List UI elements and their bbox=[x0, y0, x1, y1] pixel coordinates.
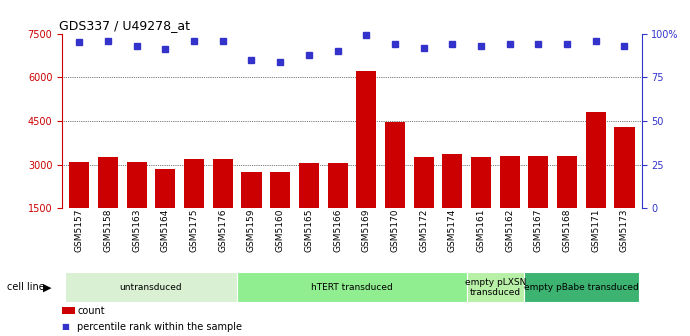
Text: GSM5168: GSM5168 bbox=[562, 208, 571, 252]
Bar bbox=[213, 159, 233, 252]
Bar bbox=[529, 156, 549, 252]
Text: untransduced: untransduced bbox=[120, 283, 182, 292]
Text: empty pLXSN
transduced: empty pLXSN transduced bbox=[464, 278, 526, 297]
Text: GSM5158: GSM5158 bbox=[104, 208, 112, 252]
Bar bbox=[270, 172, 290, 252]
Bar bbox=[155, 169, 175, 252]
Text: GSM5159: GSM5159 bbox=[247, 208, 256, 252]
Text: GSM5160: GSM5160 bbox=[276, 208, 285, 252]
Bar bbox=[127, 162, 147, 252]
Text: hTERT transduced: hTERT transduced bbox=[311, 283, 393, 292]
Text: ▶: ▶ bbox=[43, 282, 52, 292]
Text: GSM5163: GSM5163 bbox=[132, 208, 141, 252]
Bar bbox=[442, 155, 462, 252]
Bar bbox=[98, 157, 118, 252]
Text: GSM5171: GSM5171 bbox=[591, 208, 600, 252]
Bar bbox=[299, 163, 319, 252]
Bar bbox=[65, 272, 237, 302]
Bar bbox=[471, 157, 491, 252]
Text: GSM5165: GSM5165 bbox=[304, 208, 313, 252]
Text: GSM5172: GSM5172 bbox=[419, 208, 428, 252]
Text: ■: ■ bbox=[61, 323, 69, 331]
Text: GSM5175: GSM5175 bbox=[190, 208, 199, 252]
Text: GSM5170: GSM5170 bbox=[391, 208, 400, 252]
Bar bbox=[500, 156, 520, 252]
Bar bbox=[69, 162, 90, 252]
Bar bbox=[586, 112, 606, 252]
Bar bbox=[328, 163, 348, 252]
Text: GSM5169: GSM5169 bbox=[362, 208, 371, 252]
Text: GSM5173: GSM5173 bbox=[620, 208, 629, 252]
Bar bbox=[356, 72, 376, 252]
Bar bbox=[524, 272, 639, 302]
Bar bbox=[614, 127, 635, 252]
Text: GSM5174: GSM5174 bbox=[448, 208, 457, 252]
Bar bbox=[184, 159, 204, 252]
Text: GSM5162: GSM5162 bbox=[505, 208, 514, 252]
Text: count: count bbox=[77, 306, 105, 316]
Text: GSM5157: GSM5157 bbox=[75, 208, 83, 252]
Bar bbox=[385, 122, 405, 252]
Text: GSM5166: GSM5166 bbox=[333, 208, 342, 252]
Bar bbox=[466, 272, 524, 302]
Text: GSM5176: GSM5176 bbox=[218, 208, 227, 252]
Text: empty pBabe transduced: empty pBabe transduced bbox=[524, 283, 639, 292]
Text: GSM5161: GSM5161 bbox=[477, 208, 486, 252]
Bar bbox=[241, 172, 262, 252]
Text: GSM5164: GSM5164 bbox=[161, 208, 170, 252]
Text: percentile rank within the sample: percentile rank within the sample bbox=[77, 322, 242, 332]
Text: GSM5167: GSM5167 bbox=[534, 208, 543, 252]
Text: cell line: cell line bbox=[7, 282, 45, 292]
Bar bbox=[413, 157, 434, 252]
Text: GDS337 / U49278_at: GDS337 / U49278_at bbox=[59, 19, 190, 33]
Bar bbox=[237, 272, 466, 302]
Bar bbox=[557, 156, 577, 252]
